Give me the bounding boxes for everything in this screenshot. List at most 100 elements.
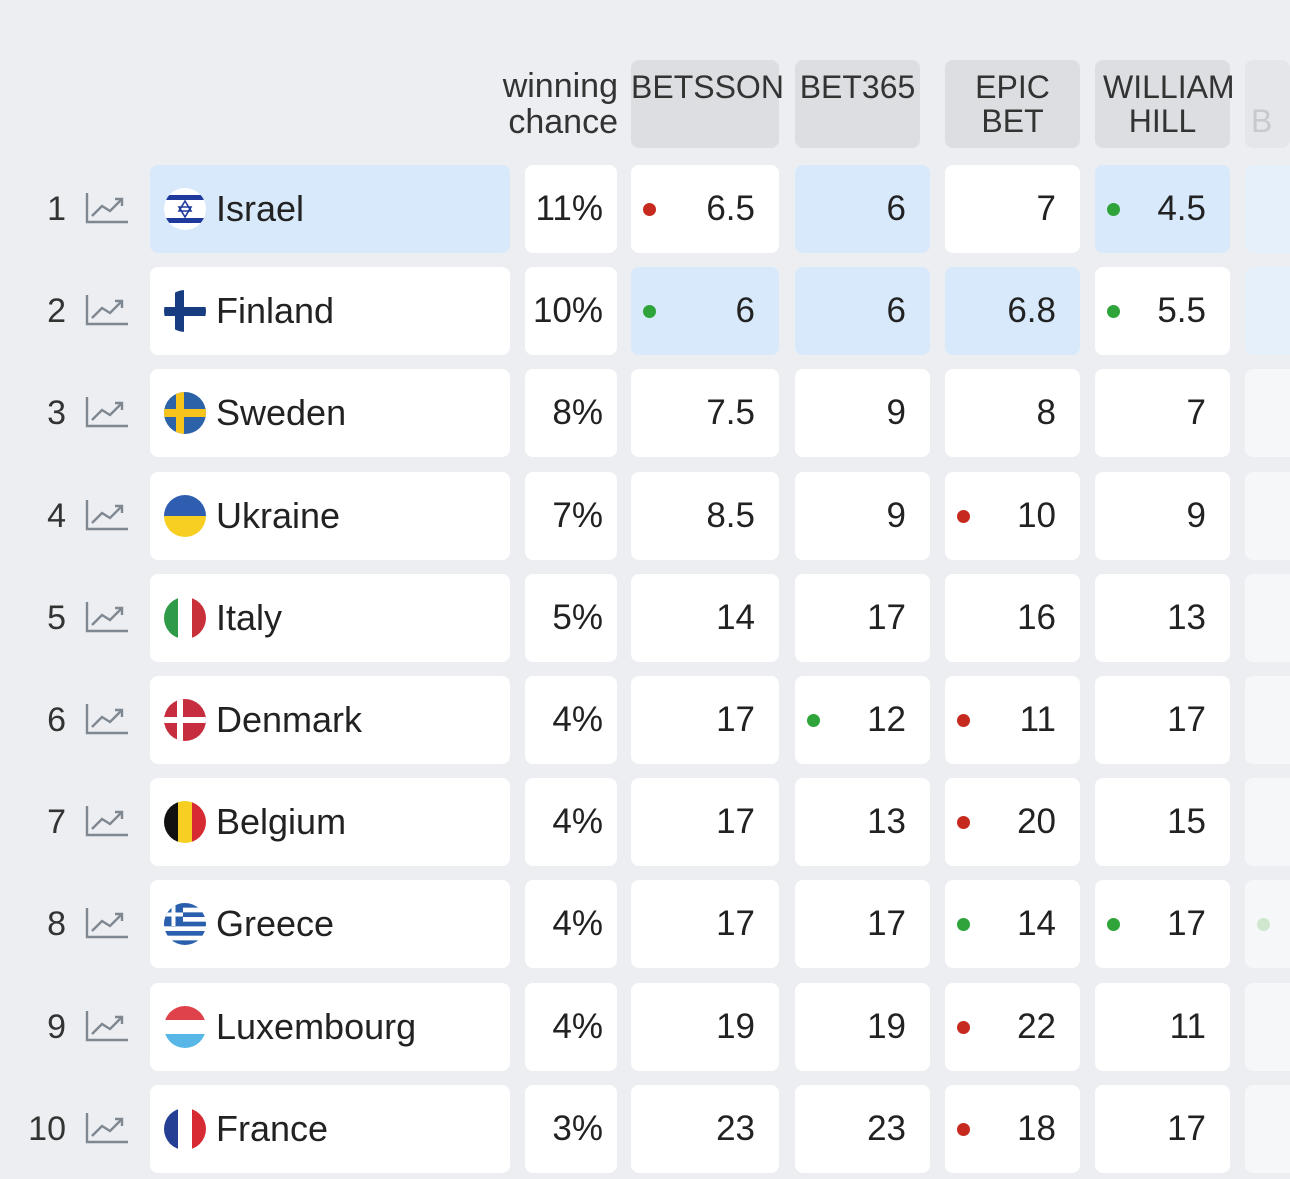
country-cell[interactable]: Ukraine	[150, 471, 510, 560]
bookmaker-header-epic-bet[interactable]: EPIC BET	[945, 60, 1080, 148]
winning-chance-cell: 4%	[525, 676, 617, 764]
country-cell[interactable]: Italy	[150, 573, 510, 662]
odds-next-bookmaker[interactable]	[1245, 573, 1290, 662]
odds-value: 14	[716, 597, 755, 637]
trend-chart-icon[interactable]	[84, 804, 130, 838]
odds-next-bookmaker[interactable]	[1245, 471, 1290, 560]
odds-bet365[interactable]: 12	[795, 676, 930, 764]
odds-bet365[interactable]: 23	[795, 1084, 930, 1173]
odds-next-bookmaker[interactable]	[1245, 1084, 1290, 1173]
odds-betsson[interactable]: 7.5	[631, 369, 779, 458]
country-cell[interactable]: Denmark	[150, 676, 510, 764]
odds-value: 7	[1036, 189, 1056, 228]
odds-william-hill[interactable]: 4.5	[1095, 165, 1230, 253]
odds-epic-bet[interactable]: 10	[945, 471, 1080, 560]
odds-betsson[interactable]: 14	[631, 573, 779, 662]
trend-chart-icon[interactable]	[84, 293, 130, 327]
rank-number: 8	[47, 905, 66, 944]
odds-william-hill[interactable]: 13	[1095, 573, 1230, 662]
trend-chart-icon[interactable]	[84, 906, 130, 940]
odds-value: 22	[1017, 1006, 1056, 1046]
odds-william-hill[interactable]: 15	[1095, 778, 1230, 867]
bookmaker-header-next[interactable]: B	[1245, 60, 1290, 148]
odds-next-bookmaker[interactable]	[1245, 267, 1290, 356]
winning-chance-value: 3%	[552, 1108, 603, 1148]
country-cell[interactable]: Sweden	[150, 369, 510, 458]
odds-epic-bet[interactable]: 6.8	[945, 267, 1080, 356]
odds-william-hill[interactable]: 5.5	[1095, 267, 1230, 356]
odds-william-hill[interactable]: 17	[1095, 880, 1230, 969]
country-cell[interactable]: Greece	[150, 880, 510, 969]
odds-william-hill[interactable]: 17	[1095, 676, 1230, 764]
odds-value: 19	[716, 1006, 755, 1046]
odds-betsson[interactable]: 6.5	[631, 165, 779, 253]
odds-next-bookmaker[interactable]	[1245, 165, 1290, 253]
odds-william-hill[interactable]: 11	[1095, 982, 1230, 1071]
odds-epic-bet[interactable]: 8	[945, 369, 1080, 458]
country-cell[interactable]: France	[150, 1084, 510, 1173]
odds-shorten-dot-icon	[957, 918, 970, 932]
odds-bet365[interactable]: 6	[795, 165, 930, 253]
odds-epic-bet[interactable]: 20	[945, 778, 1080, 867]
odds-william-hill[interactable]: 17	[1095, 1084, 1230, 1173]
odds-betsson[interactable]: 17	[631, 880, 779, 969]
odds-value: 9	[886, 495, 906, 535]
trend-chart-icon[interactable]	[84, 1111, 130, 1145]
odds-bet365[interactable]: 9	[795, 369, 930, 458]
odds-epic-bet[interactable]: 16	[945, 573, 1080, 662]
odds-bet365[interactable]: 6	[795, 267, 930, 356]
trend-chart-icon[interactable]	[84, 702, 130, 736]
winning-chance-value: 7%	[552, 495, 603, 535]
odds-betsson[interactable]: 23	[631, 1084, 779, 1173]
trend-chart-icon[interactable]	[84, 395, 130, 429]
odds-bet365[interactable]: 13	[795, 778, 930, 867]
winning-chance-cell: 11%	[525, 165, 617, 253]
rank-number: 1	[47, 190, 66, 228]
odds-value: 9	[886, 393, 906, 433]
odds-value: 6.5	[706, 189, 755, 228]
odds-william-hill[interactable]: 7	[1095, 369, 1230, 458]
bookmaker-header-betsson[interactable]: BETSSON	[631, 60, 784, 148]
italy-flag-icon	[164, 596, 206, 639]
odds-epic-bet[interactable]: 11	[945, 676, 1080, 764]
country-cell[interactable]: Luxembourg	[150, 982, 510, 1071]
odds-bet365[interactable]: 9	[795, 471, 930, 560]
country-cell[interactable]: Belgium	[150, 778, 510, 867]
table-row: 7 Belgium 4% 17 13 20 15	[0, 778, 1290, 867]
belgium-flag-icon	[164, 801, 206, 844]
trend-chart-icon[interactable]	[84, 191, 130, 225]
odds-next-bookmaker[interactable]	[1245, 676, 1290, 764]
odds-epic-bet[interactable]: 22	[945, 982, 1080, 1071]
winning-chance-cell: 8%	[525, 369, 617, 458]
odds-value: 16	[1017, 597, 1056, 637]
trend-chart-icon[interactable]	[84, 1009, 130, 1043]
odds-betsson[interactable]: 17	[631, 778, 779, 867]
country-cell[interactable]: Israel	[150, 165, 510, 253]
odds-next-bookmaker[interactable]	[1245, 778, 1290, 867]
bookmaker-header-william-hill[interactable]: WILLIAM HILL	[1095, 60, 1235, 148]
odds-next-bookmaker[interactable]	[1245, 880, 1290, 969]
table-row: 8 Greece 4% 17 17 14 17	[0, 880, 1290, 969]
bookmaker-header-bet365[interactable]: BET365	[795, 60, 920, 148]
odds-betsson[interactable]: 17	[631, 676, 779, 764]
odds-bet365[interactable]: 19	[795, 982, 930, 1071]
odds-epic-bet[interactable]: 14	[945, 880, 1080, 969]
trend-chart-icon[interactable]	[84, 600, 130, 634]
odds-value: 17	[867, 597, 906, 637]
odds-epic-bet[interactable]: 18	[945, 1084, 1080, 1173]
odds-next-bookmaker[interactable]	[1245, 982, 1290, 1071]
odds-epic-bet[interactable]: 7	[945, 165, 1080, 253]
country-cell[interactable]: Finland	[150, 267, 510, 356]
odds-betsson[interactable]: 6	[631, 267, 779, 356]
odds-bet365[interactable]: 17	[795, 880, 930, 969]
luxembourg-flag-icon	[164, 1005, 206, 1048]
rank-number: 5	[47, 598, 66, 637]
odds-betsson[interactable]: 19	[631, 982, 779, 1071]
rank-number: 7	[47, 803, 66, 842]
odds-next-bookmaker[interactable]	[1245, 369, 1290, 458]
odds-william-hill[interactable]: 9	[1095, 471, 1230, 560]
odds-value: 6	[735, 291, 755, 331]
trend-chart-icon[interactable]	[84, 498, 130, 532]
odds-bet365[interactable]: 17	[795, 573, 930, 662]
odds-betsson[interactable]: 8.5	[631, 471, 779, 560]
